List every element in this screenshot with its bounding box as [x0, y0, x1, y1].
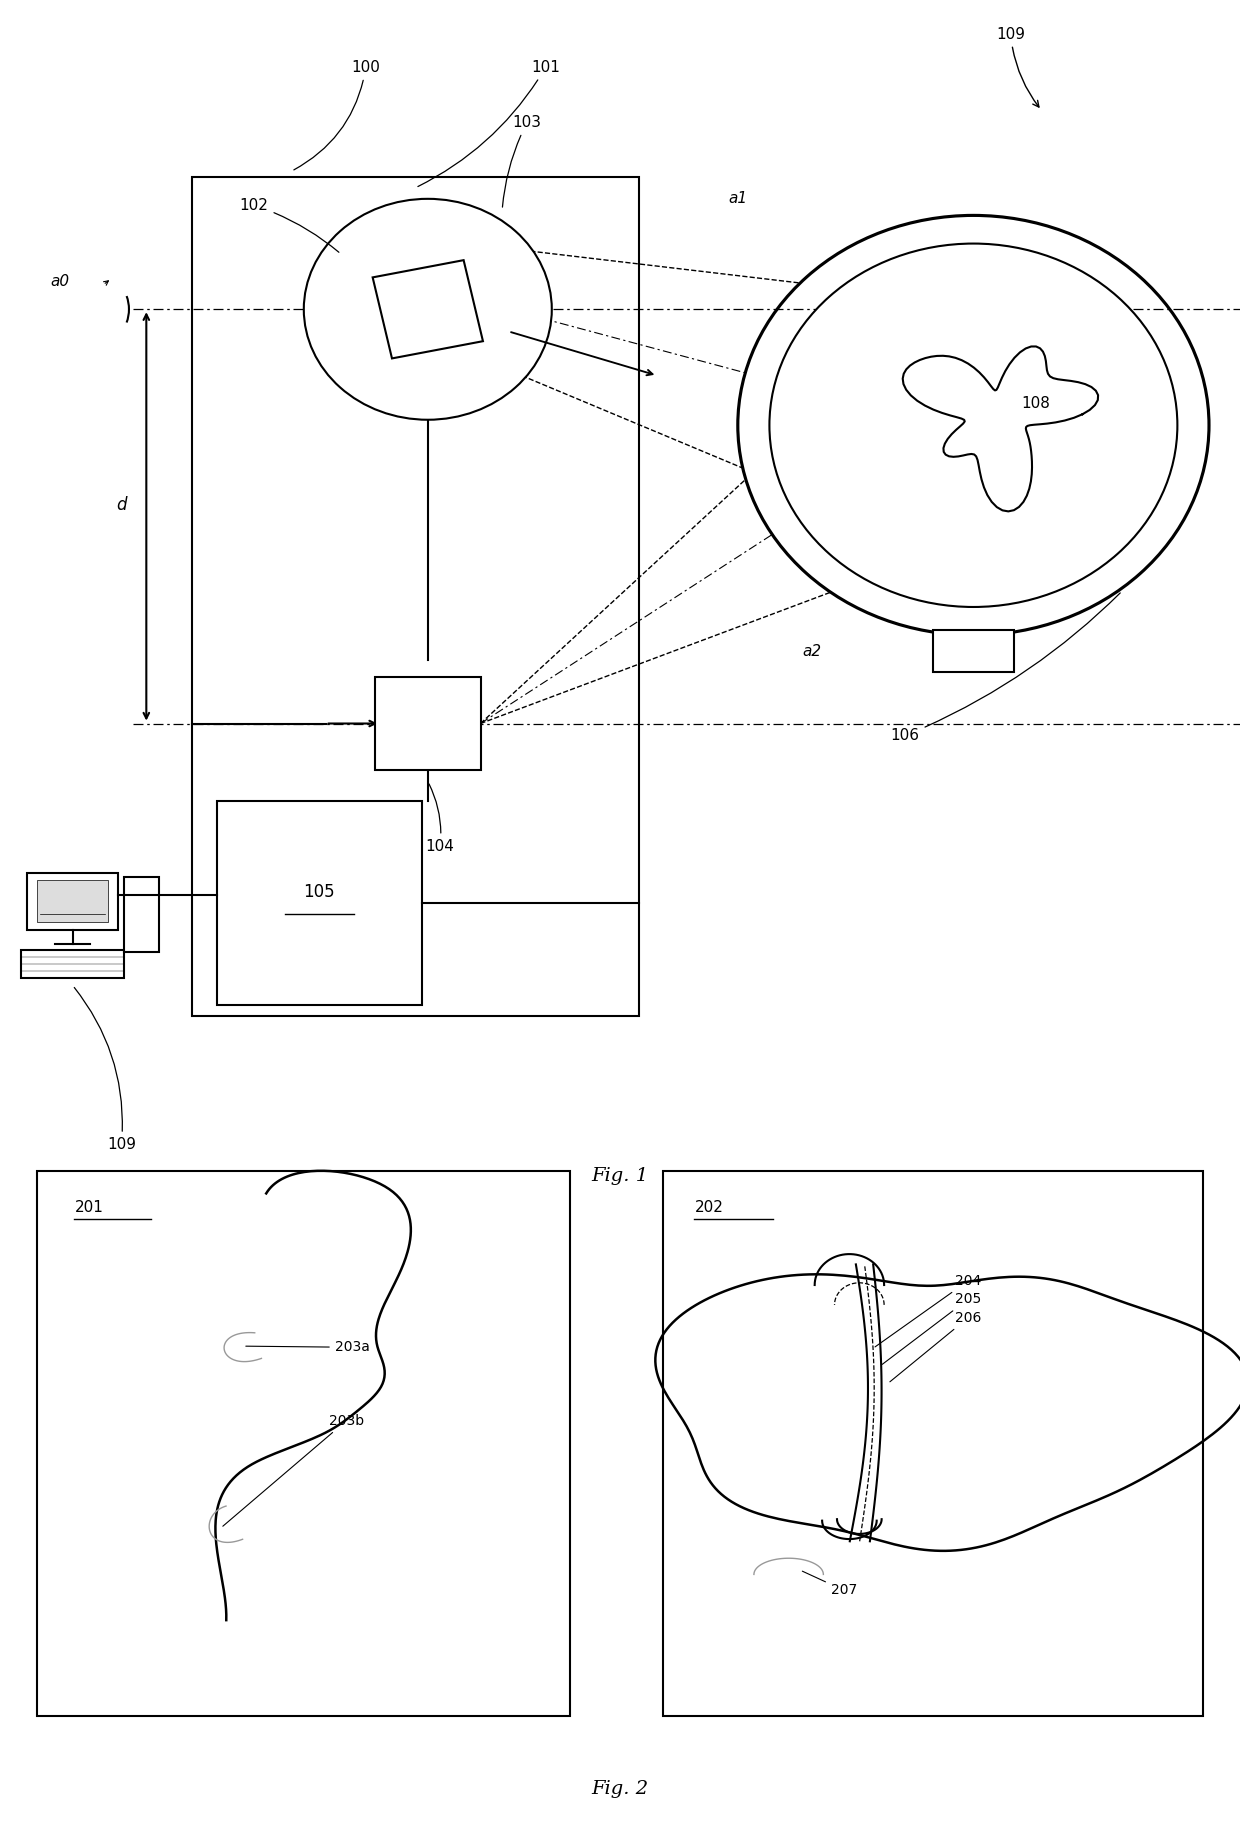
Text: Fig. 1: Fig. 1 [591, 1167, 649, 1186]
Bar [217, 801, 422, 1005]
Circle shape [738, 215, 1209, 635]
Text: d: d [117, 497, 126, 514]
Bar [37, 880, 108, 922]
Text: 206: 206 [890, 1311, 981, 1383]
Text: 109: 109 [996, 26, 1039, 107]
Text: 104: 104 [425, 784, 455, 854]
Text: 203b: 203b [223, 1414, 363, 1526]
Polygon shape [373, 260, 482, 359]
Text: 109: 109 [74, 987, 136, 1152]
Text: 105: 105 [304, 884, 335, 900]
Text: 207: 207 [802, 1570, 857, 1598]
Text: 101: 101 [418, 59, 560, 186]
Bar [192, 177, 639, 1016]
Bar [37, 1171, 570, 1716]
Text: 108: 108 [1021, 396, 1050, 411]
Bar [374, 677, 481, 770]
Text: a2: a2 [802, 644, 822, 659]
Bar [663, 1171, 1203, 1716]
Text: 205: 205 [882, 1292, 981, 1364]
Bar [21, 950, 124, 978]
Text: 204: 204 [875, 1274, 981, 1348]
Text: 100: 100 [294, 59, 381, 169]
Circle shape [304, 199, 552, 420]
Text: 203a: 203a [246, 1340, 370, 1355]
Text: 201: 201 [74, 1200, 103, 1215]
Bar [934, 630, 1014, 672]
Text: a1: a1 [728, 191, 748, 206]
Bar [124, 876, 159, 952]
Text: a0: a0 [50, 274, 69, 289]
Text: 106: 106 [890, 593, 1120, 744]
Text: Fig. 2: Fig. 2 [591, 1780, 649, 1799]
Text: 103: 103 [502, 114, 542, 206]
Text: 102: 102 [239, 197, 339, 252]
Circle shape [769, 243, 1178, 608]
Bar [27, 873, 118, 930]
Text: 202: 202 [694, 1200, 723, 1215]
